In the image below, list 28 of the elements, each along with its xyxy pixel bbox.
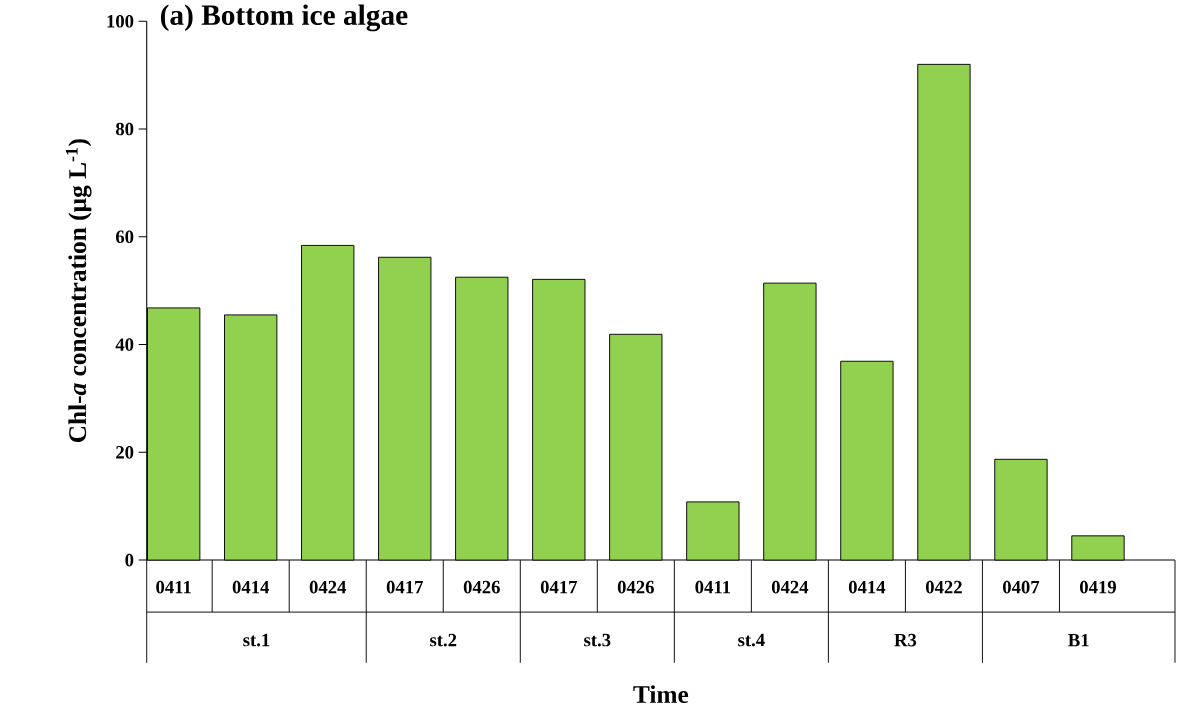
text: st.3 — [584, 633, 611, 647]
x-tick-label: 0426 — [617, 580, 654, 594]
x-tick-label: 0422 — [925, 580, 962, 594]
y-tick-label: 60 — [115, 230, 134, 244]
y-tick-label: 100 — [107, 14, 134, 28]
y-axis-title: Chl-a concentration (µg L$^{-1}$) — [65, 139, 92, 442]
text: st.1 — [243, 633, 270, 647]
y-tick-label: 20 — [116, 445, 134, 459]
text: st.4 — [738, 633, 765, 647]
text: st.2 — [430, 633, 457, 647]
x-tick-label: 0411 — [695, 580, 731, 594]
x-tick-label: 0417 — [540, 580, 578, 594]
x-tick-label: 0426 — [463, 580, 500, 594]
x-tick-label: 0414 — [848, 580, 886, 594]
x-tick-label: 0417 — [386, 580, 423, 594]
text: R3 — [894, 633, 917, 647]
y-tick-label: 0 — [125, 553, 134, 567]
chart-title: (a) Bottom ice algae — [160, 4, 408, 32]
x-tick-label: 0424 — [309, 580, 347, 594]
x-tick-label: 0419 — [1080, 580, 1116, 594]
y-tick-label: 80 — [115, 122, 134, 136]
text: B1 — [1068, 633, 1089, 647]
x-axis-title: Time — [633, 685, 689, 703]
x-tick-label: 0424 — [771, 580, 809, 594]
x-tick-label: 0407 — [1002, 580, 1040, 594]
x-tick-label: 0411 — [156, 580, 191, 594]
x-tick-label: 0414 — [232, 580, 270, 594]
y-tick-label: 40 — [115, 338, 134, 351]
